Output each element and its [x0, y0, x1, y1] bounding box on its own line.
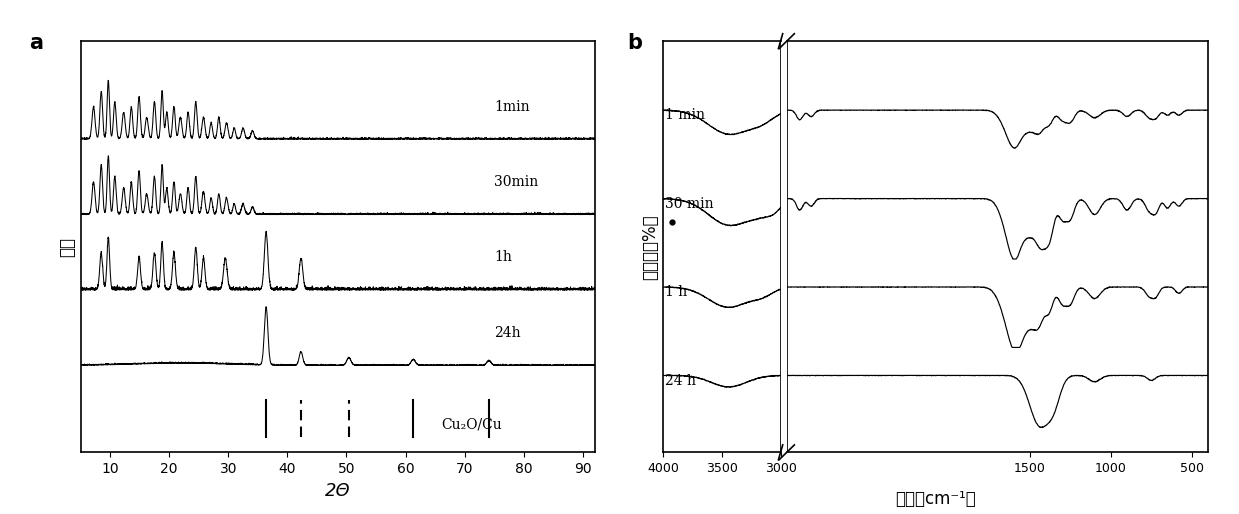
Text: 30min: 30min [494, 175, 539, 189]
Text: Cu₂O/Cu: Cu₂O/Cu [441, 418, 502, 432]
Text: 24 h: 24 h [665, 374, 696, 388]
X-axis label: 2Θ: 2Θ [325, 482, 351, 500]
Text: 1h: 1h [494, 250, 512, 264]
Y-axis label: 强度: 强度 [58, 237, 77, 256]
Text: 1 h: 1 h [665, 285, 688, 299]
Text: 1min: 1min [494, 100, 530, 114]
Text: b: b [627, 33, 643, 53]
Y-axis label: 透过率（%）: 透过率（%） [641, 214, 659, 280]
Text: a: a [28, 33, 43, 53]
Text: 30 min: 30 min [665, 197, 714, 211]
Text: 1 min: 1 min [665, 108, 705, 122]
Text: 24h: 24h [494, 326, 520, 340]
Text: 波数（cm⁻¹）: 波数（cm⁻¹） [895, 490, 976, 508]
